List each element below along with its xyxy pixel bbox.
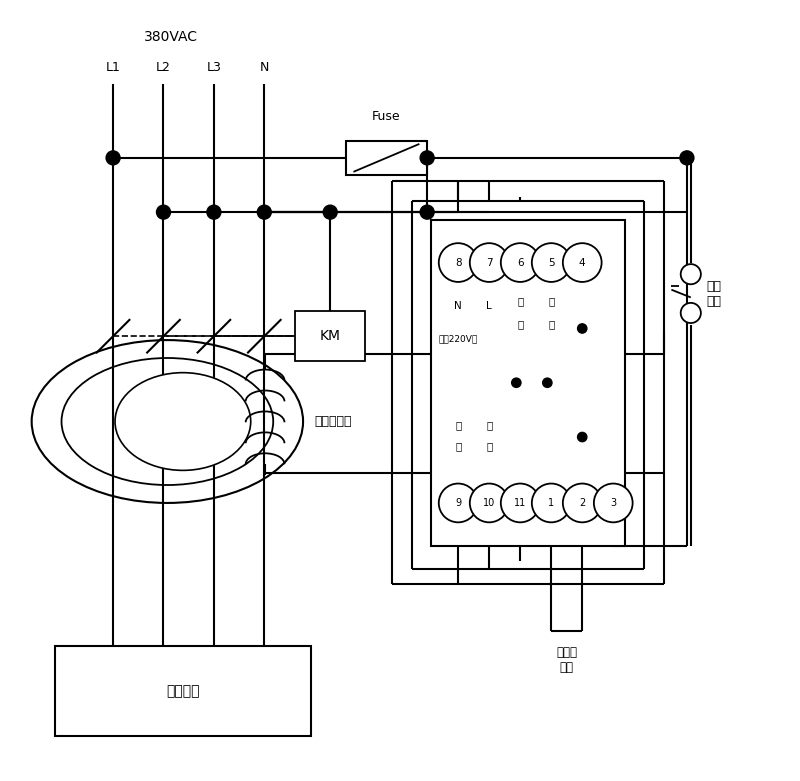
Circle shape (681, 264, 701, 284)
Circle shape (532, 243, 570, 282)
Circle shape (681, 303, 701, 323)
Circle shape (420, 205, 434, 219)
Text: 接聲光
報警: 接聲光 報警 (556, 647, 578, 675)
Text: 號: 號 (455, 420, 462, 430)
Text: 4: 4 (579, 258, 586, 268)
Text: N: N (260, 61, 269, 74)
Circle shape (542, 378, 552, 387)
Circle shape (470, 243, 509, 282)
Text: 自鎖
開關: 自鎖 開關 (706, 280, 722, 308)
Bar (295, 311, 365, 362)
Circle shape (563, 483, 602, 522)
Circle shape (578, 433, 587, 442)
Text: L2: L2 (156, 61, 171, 74)
Text: 電源220V～: 電源220V～ (438, 335, 478, 344)
Text: 380VAC: 380VAC (144, 30, 198, 44)
Circle shape (438, 483, 478, 522)
Text: 信: 信 (455, 441, 462, 451)
Text: KM: KM (320, 330, 341, 343)
Bar (431, 220, 625, 546)
Text: 號: 號 (486, 420, 492, 430)
Circle shape (578, 324, 587, 333)
Text: 1: 1 (548, 498, 554, 508)
Circle shape (323, 205, 337, 219)
Text: L: L (486, 301, 492, 312)
Circle shape (501, 243, 539, 282)
Circle shape (680, 151, 694, 165)
Circle shape (501, 483, 539, 522)
Text: 11: 11 (514, 498, 526, 508)
Text: 7: 7 (486, 258, 493, 268)
Text: 5: 5 (548, 258, 554, 268)
Text: 3: 3 (610, 498, 616, 508)
Text: 驗: 驗 (548, 319, 554, 329)
Text: 信: 信 (486, 441, 492, 451)
Text: 試: 試 (548, 296, 554, 306)
Circle shape (258, 205, 271, 219)
Text: 零序互感器: 零序互感器 (314, 415, 352, 428)
Text: 6: 6 (517, 258, 523, 268)
Text: 9: 9 (455, 498, 462, 508)
Circle shape (532, 483, 570, 522)
Text: 用戶設備: 用戶設備 (166, 684, 200, 698)
Text: N: N (454, 301, 462, 312)
Circle shape (563, 243, 602, 282)
Bar (346, 141, 427, 175)
Text: 2: 2 (579, 498, 586, 508)
Bar (55, 647, 311, 736)
Circle shape (594, 483, 633, 522)
Circle shape (106, 151, 120, 165)
Text: L3: L3 (206, 61, 222, 74)
Text: 8: 8 (455, 258, 462, 268)
Text: 試: 試 (517, 296, 523, 306)
Circle shape (157, 205, 170, 219)
Circle shape (420, 151, 434, 165)
Circle shape (470, 483, 509, 522)
Text: 驗: 驗 (517, 319, 523, 329)
Text: 10: 10 (483, 498, 495, 508)
Ellipse shape (115, 373, 250, 470)
Text: L1: L1 (106, 61, 121, 74)
Circle shape (207, 205, 221, 219)
Circle shape (438, 243, 478, 282)
Text: Fuse: Fuse (372, 110, 401, 123)
Circle shape (512, 378, 521, 387)
